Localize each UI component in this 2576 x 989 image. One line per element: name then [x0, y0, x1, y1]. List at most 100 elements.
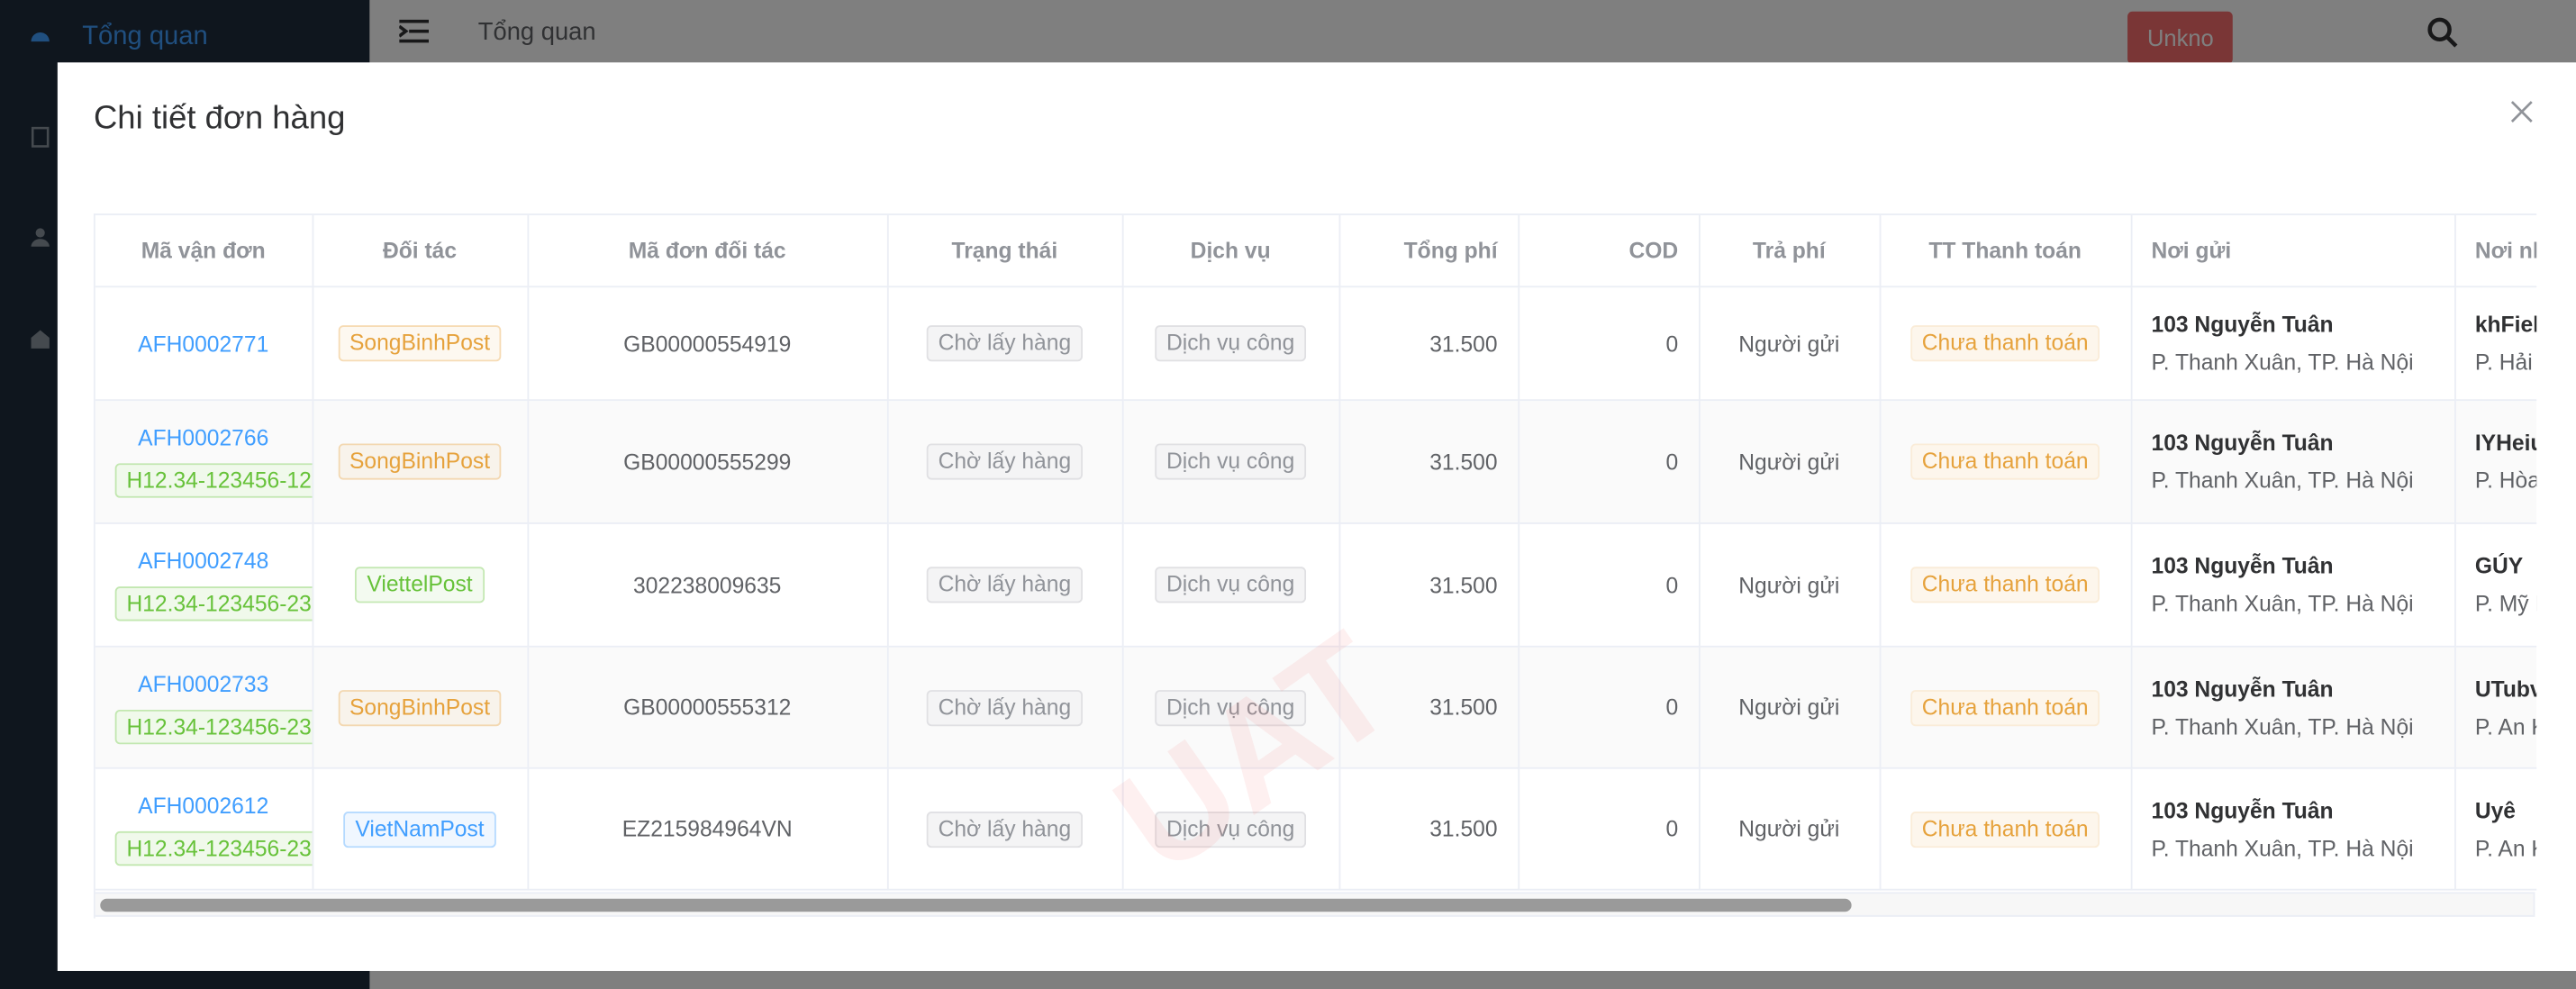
tracking-link[interactable]: AFH0002771	[138, 331, 269, 356]
sender-cell: 103 Nguyễn Tuân P. Thanh Xuân, TP. Hà Nội	[2130, 286, 2455, 402]
sender-name: 103 Nguyễn Tuân	[2151, 553, 2334, 579]
status-tag: Chờ lấy hàng	[926, 443, 1083, 480]
cod: 0	[1518, 522, 1700, 648]
reference-tag: H12.34-123456-123	[114, 463, 311, 498]
partner-tag: ViettelPost	[355, 567, 485, 603]
sender-cell: 103 Nguyễn Tuân P. Thanh Xuân, TP. Hà Nội	[2130, 522, 2455, 648]
tracking-link[interactable]: AFH0002612	[138, 793, 269, 818]
sender-cell: 103 Nguyễn Tuân P. Thanh Xuân, TP. Hà Nội	[2130, 767, 2455, 891]
service-tag: Dịch vụ công	[1155, 443, 1307, 480]
cod: 0	[1518, 400, 1700, 524]
payment-cell: Chưa thanh toán	[1879, 400, 2132, 524]
tracking-cell: AFH0002748 H12.34-123456-239	[95, 522, 313, 648]
service-tag: Dịch vụ công	[1155, 811, 1307, 848]
column-header: Nơi gửi	[2130, 214, 2455, 288]
sender-name: 103 Nguyễn Tuân	[2151, 676, 2334, 701]
partner-cell: SongBinhPost	[312, 646, 529, 769]
scrollbar-thumb[interactable]	[100, 898, 1852, 912]
receiver-address: P. Hải C	[2474, 349, 2536, 375]
reference-tag: H12.34-123456-239	[114, 586, 311, 622]
column-header: Nơi nh	[2454, 214, 2537, 288]
service-cell: Dịch vụ công	[1121, 400, 1340, 524]
sender-address: P. Thanh Xuân, TP. Hà Nội	[2151, 835, 2414, 860]
tracking-link[interactable]: AFH0002748	[138, 549, 269, 574]
receiver-cell: IYHeiu P. Hòa	[2454, 400, 2537, 524]
payment-cell: Chưa thanh toán	[1879, 522, 2132, 648]
order-row: AFH0002766 H12.34-123456-123 SongBinhPost G…	[95, 400, 2537, 524]
partner-cell: ViettelPost	[312, 522, 529, 648]
payment-cell: Chưa thanh toán	[1879, 286, 2132, 402]
payment-tag: Chưa thanh toán	[1909, 689, 2100, 726]
partner-order: GB00000555312	[527, 646, 888, 769]
total-fee: 31.500	[1338, 767, 1519, 891]
cod: 0	[1518, 646, 1700, 769]
status-cell: Chờ lấy hàng	[886, 646, 1123, 769]
modal-title: Chi tiết đơn hàng	[93, 100, 346, 137]
status-cell: Chờ lấy hàng	[886, 767, 1123, 891]
receiver-cell: GÚY P. Mỹ H	[2454, 522, 2537, 648]
receiver-name: UTubv	[2474, 676, 2537, 701]
service-cell: Dịch vụ công	[1121, 767, 1340, 891]
partner-tag: VietNamPost	[343, 811, 496, 848]
tracking-link[interactable]: AFH0002766	[138, 425, 269, 450]
tracking-cell: AFH0002771	[95, 286, 313, 402]
tracking-cell: AFH0002612 H12.34-123456-238	[95, 767, 313, 891]
total-fee: 31.500	[1338, 522, 1519, 648]
column-header: Trạng thái	[886, 214, 1123, 288]
sender-address: P. Thanh Xuân, TP. Hà Nội	[2151, 713, 2414, 739]
column-header: TT Thanh toán	[1879, 214, 2132, 288]
status-tag: Chờ lấy hàng	[926, 811, 1083, 848]
column-header: Trả phí	[1698, 214, 1881, 288]
service-cell: Dịch vụ công	[1121, 522, 1340, 648]
column-header: COD	[1518, 214, 1700, 288]
partner-cell: VietNamPost	[312, 767, 529, 891]
receiver-name: khFieh	[2474, 312, 2536, 337]
column-header: Mã đơn đối tác	[527, 214, 888, 288]
partner-order: GB00000554919	[527, 286, 888, 402]
cod: 0	[1518, 286, 1700, 402]
partner-order: 302238009635	[527, 522, 888, 648]
total-fee: 31.500	[1338, 646, 1519, 769]
total-fee: 31.500	[1338, 286, 1519, 402]
partner-tag: SongBinhPost	[338, 325, 502, 362]
service-cell: Dịch vụ công	[1121, 286, 1340, 402]
sender-name: 103 Nguyễn Tuân	[2151, 797, 2334, 822]
service-cell: Dịch vụ công	[1121, 646, 1340, 769]
reference-tag: H12.34-123456-238	[114, 830, 311, 866]
receiver-cell: khFieh P. Hải C	[2454, 286, 2537, 402]
header-row: Mã vận đơn Đối tác Mã đơn đối tác Trạng thá…	[95, 214, 2537, 288]
partner-order: GB00000555299	[527, 400, 888, 524]
payer: Người gửi	[1698, 522, 1881, 648]
receiver-cell: Uyê P. An K	[2454, 767, 2537, 891]
status-cell: Chờ lấy hàng	[886, 286, 1123, 402]
tracking-link[interactable]: AFH0002733	[138, 671, 269, 696]
payment-tag: Chưa thanh toán	[1909, 567, 2100, 603]
status-tag: Chờ lấy hàng	[926, 689, 1083, 726]
payment-tag: Chưa thanh toán	[1909, 325, 2100, 362]
service-tag: Dịch vụ công	[1155, 689, 1307, 726]
status-tag: Chờ lấy hàng	[926, 567, 1083, 603]
receiver-cell: UTubv P. An K	[2454, 646, 2537, 769]
close-button[interactable]	[2508, 98, 2535, 124]
status-cell: Chờ lấy hàng	[886, 400, 1123, 524]
partner-cell: SongBinhPost	[312, 286, 529, 402]
payment-tag: Chưa thanh toán	[1909, 811, 2100, 848]
order-row: AFH0002733 H12.34-123456-239 SongBinhPost G…	[95, 646, 2537, 769]
receiver-name: GÚY	[2474, 553, 2524, 579]
payer: Người gửi	[1698, 286, 1881, 402]
order-row: AFH0002748 H12.34-123456-239 ViettelPost 30…	[95, 522, 2537, 648]
sender-address: P. Thanh Xuân, TP. Hà Nội	[2151, 467, 2414, 494]
payer: Người gửi	[1698, 646, 1881, 769]
partner-order: EZ215984964VN	[527, 767, 888, 891]
sender-address: P. Thanh Xuân, TP. Hà Nội	[2151, 349, 2414, 375]
reference-tag: H12.34-123456-239	[114, 709, 311, 744]
payment-tag: Chưa thanh toán	[1909, 443, 2100, 480]
partner-tag: SongBinhPost	[338, 689, 502, 726]
order-row: AFH0002771 SongBinhPost GB00000554919 Chờ l…	[95, 286, 2537, 402]
service-tag: Dịch vụ công	[1155, 567, 1307, 603]
status-tag: Chờ lấy hàng	[926, 325, 1083, 362]
partner-cell: SongBinhPost	[312, 400, 529, 524]
